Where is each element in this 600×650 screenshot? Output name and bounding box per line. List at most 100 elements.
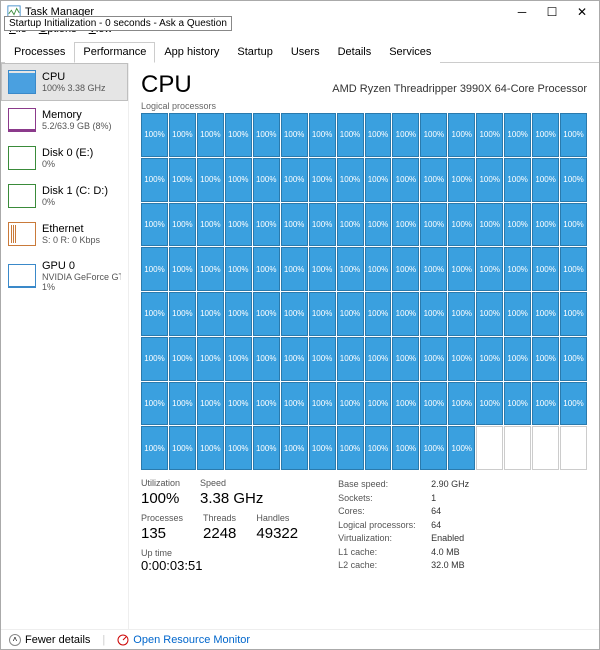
utilization-value: 100% bbox=[141, 490, 180, 507]
sidebar-item-sub: S: 0 R: 0 Kbps bbox=[42, 235, 100, 245]
sidebar-item-cpu[interactable]: CPU100% 3.38 GHz bbox=[1, 63, 128, 101]
core-cell: 100% bbox=[560, 113, 587, 157]
core-cell: 100% bbox=[532, 203, 559, 247]
detail-row: L1 cache:4.0 MB bbox=[338, 546, 469, 560]
core-cell: 100% bbox=[448, 203, 475, 247]
core-cell: 100% bbox=[309, 292, 336, 336]
uptime-label: Up time bbox=[141, 548, 298, 558]
core-cell: 100% bbox=[253, 382, 280, 426]
maximize-button[interactable]: ☐ bbox=[537, 2, 567, 22]
core-cell: 100% bbox=[420, 247, 447, 291]
core-cell: 100% bbox=[504, 382, 531, 426]
core-cell: 100% bbox=[169, 337, 196, 381]
core-cell: 100% bbox=[420, 337, 447, 381]
tab-services[interactable]: Services bbox=[380, 42, 440, 63]
sidebar-graph-icon bbox=[8, 264, 36, 288]
sidebar-item-gpu-0[interactable]: GPU 0NVIDIA GeForce GTX 10…1% bbox=[1, 253, 128, 299]
uptime-value: 0:00:03:51 bbox=[141, 558, 298, 573]
core-cell: 100% bbox=[253, 113, 280, 157]
core-cell: 100% bbox=[169, 203, 196, 247]
core-cell: 100% bbox=[560, 337, 587, 381]
detail-value: 1 bbox=[431, 492, 436, 506]
detail-row: Virtualization:Enabled bbox=[338, 532, 469, 546]
core-cell: 100% bbox=[476, 113, 503, 157]
core-cell: 100% bbox=[281, 337, 308, 381]
tab-startup[interactable]: Startup bbox=[228, 42, 281, 63]
sidebar-item-memory[interactable]: Memory5.2/63.9 GB (8%) bbox=[1, 101, 128, 139]
sidebar-item-title: Ethernet bbox=[42, 223, 100, 235]
core-cell: 100% bbox=[197, 158, 224, 202]
tab-app-history[interactable]: App history bbox=[155, 42, 228, 63]
core-cell: 100% bbox=[448, 337, 475, 381]
core-cell: 100% bbox=[337, 158, 364, 202]
core-cell: 100% bbox=[337, 337, 364, 381]
sidebar-graph-icon bbox=[8, 108, 36, 132]
detail-row: Cores: 64 bbox=[338, 505, 469, 519]
core-cell: 100% bbox=[197, 382, 224, 426]
core-cell: 100% bbox=[253, 203, 280, 247]
core-cell: 100% bbox=[365, 203, 392, 247]
open-resource-monitor-link[interactable]: Open Resource Monitor bbox=[117, 634, 250, 646]
detail-key: Cores: bbox=[338, 505, 423, 519]
detail-value: 2.90 GHz bbox=[431, 478, 469, 492]
tab-performance[interactable]: Performance bbox=[74, 42, 155, 63]
resource-monitor-label: Open Resource Monitor bbox=[133, 634, 250, 646]
core-cell: 100% bbox=[448, 292, 475, 336]
close-button[interactable]: ✕ bbox=[567, 2, 597, 22]
core-cell: 100% bbox=[169, 158, 196, 202]
core-cell: 100% bbox=[309, 158, 336, 202]
core-cell: 100% bbox=[225, 203, 252, 247]
chevron-up-icon: ˄ bbox=[9, 634, 21, 646]
detail-value: Enabled bbox=[431, 532, 464, 546]
core-cell: 100% bbox=[225, 158, 252, 202]
core-cell: 100% bbox=[420, 203, 447, 247]
core-cell: 100% bbox=[365, 158, 392, 202]
core-cell: 100% bbox=[337, 247, 364, 291]
core-cell: 100% bbox=[560, 292, 587, 336]
detail-row: Logical processors:64 bbox=[338, 519, 469, 533]
core-cell: 100% bbox=[365, 426, 392, 470]
core-cell: 100% bbox=[448, 426, 475, 470]
core-cell: 100% bbox=[253, 292, 280, 336]
sidebar-item-sub: 5.2/63.9 GB (8%) bbox=[42, 121, 112, 131]
core-cell-empty bbox=[476, 426, 503, 470]
core-cell: 100% bbox=[281, 158, 308, 202]
sidebar-graph-icon bbox=[8, 146, 36, 170]
page-title: CPU bbox=[141, 71, 192, 99]
core-cell: 100% bbox=[504, 158, 531, 202]
core-cell: 100% bbox=[365, 247, 392, 291]
core-cell: 100% bbox=[448, 158, 475, 202]
processor-name: AMD Ryzen Threadripper 3990X 64-Core Pro… bbox=[332, 83, 587, 95]
sidebar-item-disk-0-e-[interactable]: Disk 0 (E:)0% bbox=[1, 139, 128, 177]
sidebar-item-disk-1-c-d-[interactable]: Disk 1 (C: D:)0% bbox=[1, 177, 128, 215]
sidebar-item-sub: 0% bbox=[42, 159, 93, 169]
sidebar-graph-icon bbox=[8, 222, 36, 246]
tab-users[interactable]: Users bbox=[282, 42, 329, 63]
core-cell: 100% bbox=[225, 382, 252, 426]
core-cell: 100% bbox=[504, 337, 531, 381]
core-cell: 100% bbox=[141, 426, 168, 470]
core-cell-empty bbox=[532, 426, 559, 470]
sidebar-item-ethernet[interactable]: EthernetS: 0 R: 0 Kbps bbox=[1, 215, 128, 253]
core-cell: 100% bbox=[420, 113, 447, 157]
sidebar-item-sub2: 1% bbox=[42, 282, 121, 292]
core-cell: 100% bbox=[448, 382, 475, 426]
resource-monitor-icon bbox=[117, 634, 129, 646]
core-cell: 100% bbox=[448, 113, 475, 157]
core-cell: 100% bbox=[253, 426, 280, 470]
tab-processes[interactable]: Processes bbox=[5, 42, 74, 63]
processes-label: Processes bbox=[141, 513, 183, 523]
minimize-button[interactable]: ─ bbox=[507, 2, 537, 22]
utilization-label: Utilization bbox=[141, 478, 180, 488]
core-cell: 100% bbox=[309, 337, 336, 381]
core-cell: 100% bbox=[476, 382, 503, 426]
tab-details[interactable]: Details bbox=[329, 42, 381, 63]
core-cell: 100% bbox=[337, 382, 364, 426]
core-cell: 100% bbox=[197, 426, 224, 470]
detail-value: 64 bbox=[431, 505, 441, 519]
main-panel: CPU AMD Ryzen Threadripper 3990X 64-Core… bbox=[129, 63, 599, 629]
core-cell: 100% bbox=[504, 113, 531, 157]
core-cell: 100% bbox=[532, 382, 559, 426]
core-cell: 100% bbox=[197, 203, 224, 247]
fewer-details-button[interactable]: ˄ Fewer details bbox=[9, 634, 90, 646]
